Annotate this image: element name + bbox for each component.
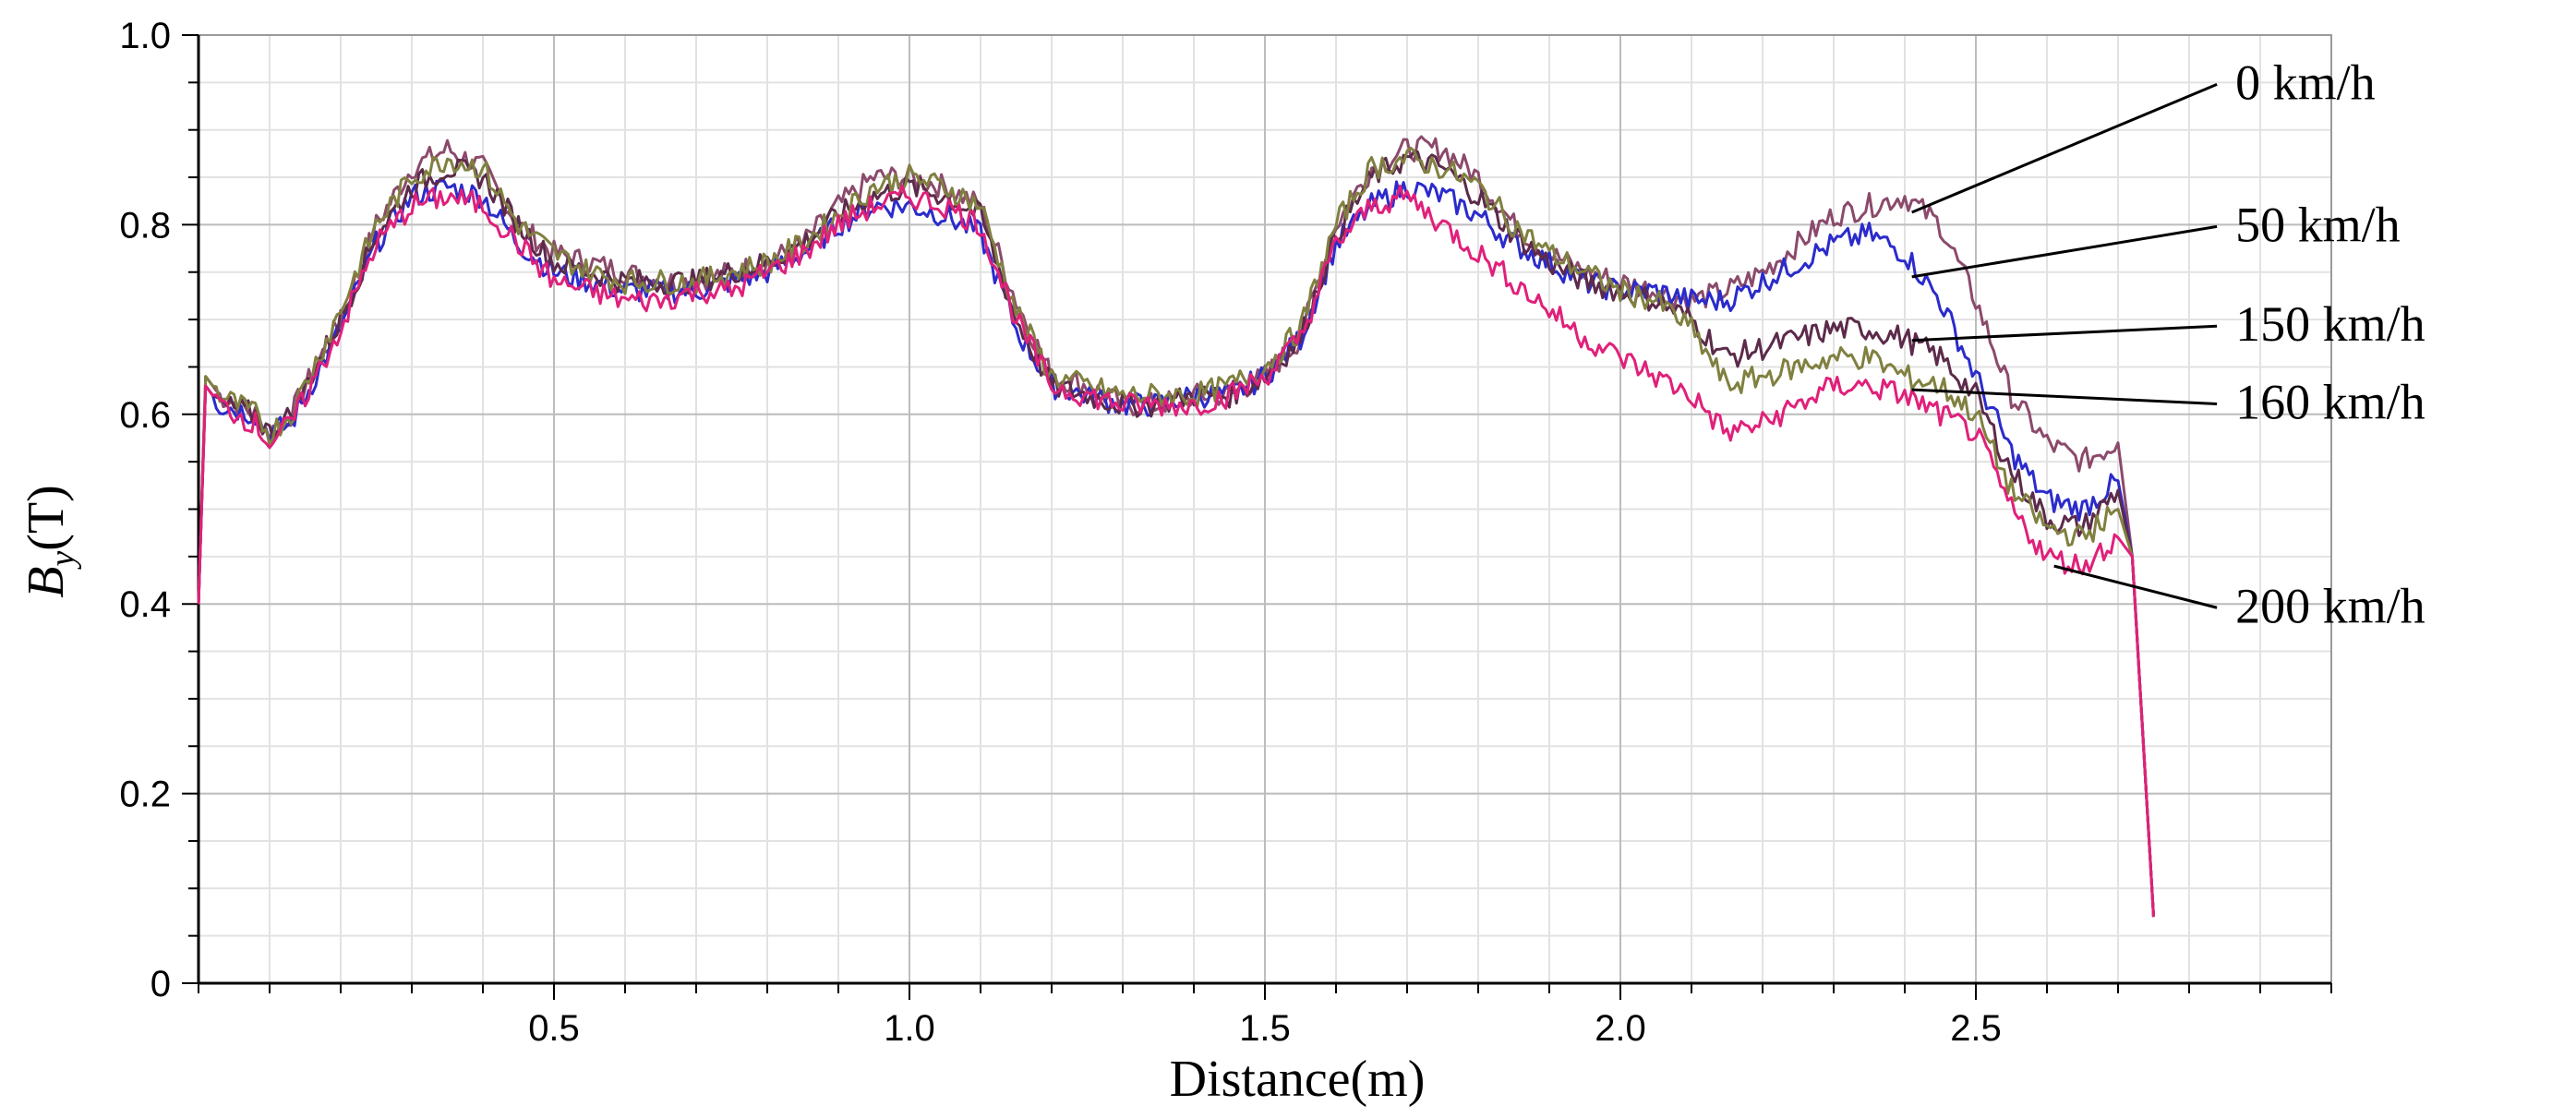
y-axis-title-symbol: B (18, 567, 75, 598)
series-line-0 (197, 135, 2155, 918)
y-tick-label: 0 (150, 964, 171, 1004)
callout-leader (1911, 324, 2218, 343)
series-label: 150 km/h (2235, 296, 2426, 352)
y-tick-label: 0.8 (119, 205, 171, 246)
y-axis-title-subscript: y (43, 551, 82, 571)
y-axis-title: By(T) (18, 485, 82, 598)
y-axis-title-unit: (T) (18, 485, 75, 551)
series-line-4 (197, 184, 2155, 918)
axes (182, 34, 2332, 1000)
x-tick-label: 1.5 (1239, 1008, 1291, 1049)
callout-leader (1911, 82, 2218, 214)
x-tick-label: 1.0 (884, 1008, 935, 1049)
y-tick-label: 0.2 (119, 775, 171, 815)
y-tick-label: 1.0 (119, 16, 171, 56)
x-tick-labels: 0.5 1.0 1.5 2.0 2.5 (528, 1008, 2002, 1049)
series-label: 160 km/h (2235, 374, 2426, 429)
series-label: 0 km/h (2235, 54, 2376, 110)
callout-leader (1911, 224, 2218, 279)
series-line-3 (197, 146, 2155, 918)
y-tick-label: 0.4 (119, 584, 171, 625)
x-tick-label: 2.0 (1595, 1008, 1646, 1049)
x-tick-label: 0.5 (528, 1008, 580, 1049)
x-tick-label: 2.5 (1950, 1008, 2002, 1049)
series-label: 200 km/h (2235, 578, 2426, 633)
y-tick-labels: 0 0.2 0.4 0.6 0.8 1.0 (119, 16, 171, 1004)
x-axis-title: Distance(m) (1170, 1051, 1426, 1108)
callout-leader (2053, 564, 2218, 609)
series-label: 50 km/h (2235, 197, 2401, 252)
series-line-2 (197, 150, 2155, 918)
series-line-1 (197, 178, 2155, 918)
series-lines (197, 135, 2155, 918)
series-callouts: 0 km/h 50 km/h 150 km/h 160 km/h 200 km/h (1911, 54, 2426, 633)
y-tick-label: 0.6 (119, 395, 171, 436)
callout-leader (1911, 388, 2218, 405)
